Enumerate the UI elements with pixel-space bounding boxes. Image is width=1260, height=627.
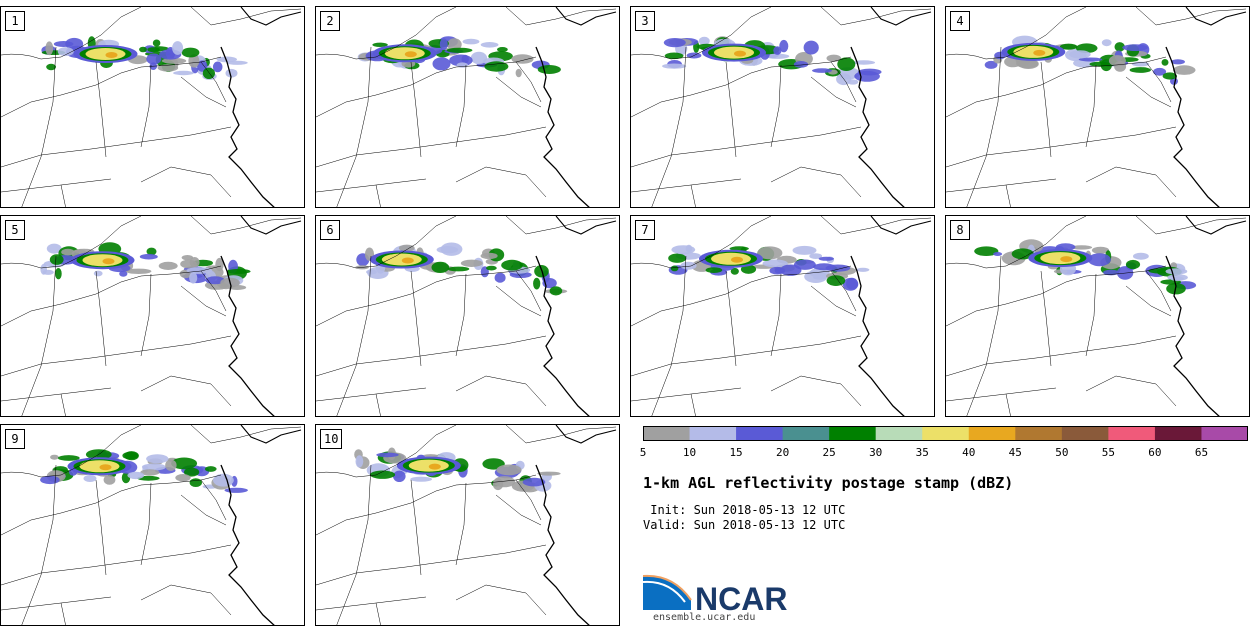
stamp-panel: 8 [945, 215, 1250, 417]
reflectivity-field [40, 449, 248, 493]
reflectivity-field [41, 36, 248, 80]
reflectivity-field [355, 242, 568, 296]
stamp-map [631, 216, 932, 416]
stamp-map [946, 216, 1247, 416]
colorbar-segment [968, 426, 1016, 441]
panel-number: 10 [320, 429, 343, 449]
colorbar-tick-label: 40 [962, 446, 976, 459]
colorbar-tick-label: 45 [1008, 446, 1022, 459]
panel-number: 5 [5, 220, 25, 240]
colorbar-segment [689, 426, 737, 441]
colorbar-segment [782, 426, 830, 441]
reflectivity-field [984, 35, 1196, 85]
stamp-panel: 3 [630, 6, 935, 208]
colorbar-tick-label: 20 [775, 446, 790, 459]
panel-number: 3 [635, 11, 655, 31]
colorbar-frame [643, 426, 1248, 441]
stamp-map [946, 7, 1247, 207]
stamp-panel: 2 [315, 6, 620, 208]
stamp-panel: 1 [0, 6, 305, 208]
stamp-map [316, 216, 617, 416]
reflectivity-field [40, 242, 251, 290]
stamp-map [316, 7, 617, 207]
colorbar-segment [1201, 426, 1248, 441]
stamp-map [1, 216, 302, 416]
panel-number: 8 [950, 220, 970, 240]
colorbar-segment [1154, 426, 1202, 441]
reflectivity-field [974, 239, 1197, 295]
colorbar-tick-label: 50 [1055, 446, 1069, 459]
colorbar-tick-label: 5 [639, 446, 647, 459]
colorbar-segment [1061, 426, 1109, 441]
stamp-map [1, 7, 302, 207]
panel-number: 4 [950, 11, 970, 31]
reflectivity-field [354, 447, 561, 493]
logo-url: ensemble.ucar.edu [653, 612, 756, 623]
colorbar-tick-label: 10 [682, 446, 697, 459]
panel-number: 9 [5, 429, 25, 449]
colorbar-tick-label: 55 [1101, 446, 1115, 459]
colorbar-segment [643, 426, 691, 441]
colorbar-tick-label: 65 [1194, 446, 1209, 459]
stamp-panel: 5 [0, 215, 305, 417]
colorbar-segment [736, 426, 784, 441]
stamp-panel: 6 [315, 215, 620, 417]
colorbar-segment [1015, 426, 1063, 441]
colorbar-segment [1108, 426, 1156, 441]
panel-number: 1 [5, 11, 25, 31]
panel-number: 6 [320, 220, 340, 240]
colorbar-tick-label: 25 [822, 446, 836, 459]
ncar-logo: NCAR [643, 574, 787, 612]
panel-number: 7 [635, 220, 655, 240]
colorbar-tick-label: 35 [915, 446, 929, 459]
panel-number: 2 [320, 11, 340, 31]
colorbar-tick-label: 15 [729, 446, 743, 459]
reflectivity-field [668, 244, 870, 291]
stamp-panel: 4 [945, 6, 1250, 208]
reflectivity-field [662, 36, 882, 86]
stamp-panel: 7 [630, 215, 935, 417]
colorbar-segment [829, 426, 877, 441]
colorbar-segment [875, 426, 923, 441]
init-time: Init: Sun 2018-05-13 12 UTC [643, 503, 846, 517]
stamp-map [631, 7, 932, 207]
colorbar-segment [922, 426, 970, 441]
plot-title: 1-km AGL reflectivity postage stamp (dBZ… [643, 474, 1014, 492]
logo-text: NCAR [695, 581, 787, 612]
stamp-panel: 9 [0, 424, 305, 626]
stamp-map [1, 425, 302, 625]
valid-time: Valid: Sun 2018-05-13 12 UTC [643, 518, 846, 532]
colorbar-tick-label: 30 [869, 446, 883, 459]
reflectivity-field [357, 36, 561, 78]
colorbar-tick-label: 60 [1148, 446, 1162, 459]
stamp-panel: 10 [315, 424, 620, 626]
stamp-map [316, 425, 617, 625]
colorbar [643, 426, 1248, 441]
